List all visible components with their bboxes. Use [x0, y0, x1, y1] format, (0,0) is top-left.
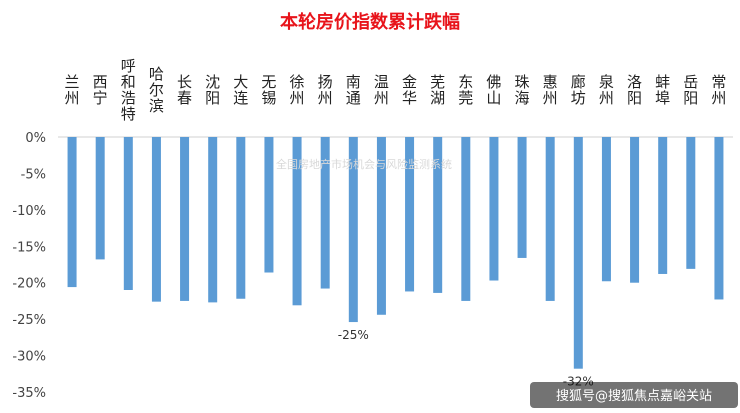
- category-label: 佛山: [486, 73, 501, 107]
- category-label: 洛阳: [627, 73, 642, 107]
- category-label: 沈阳: [205, 73, 220, 107]
- bar: [292, 137, 302, 306]
- category-label: 西宁: [93, 73, 108, 107]
- bar: [208, 137, 218, 303]
- bar: [545, 137, 555, 301]
- category-label: 廊坊: [571, 73, 586, 107]
- bar: [601, 137, 611, 282]
- footer-text: 搜狐号@搜狐焦点嘉峪关站: [556, 389, 712, 404]
- bar: [658, 137, 668, 274]
- y-tick-label: -15%: [12, 240, 46, 255]
- category-label: 兰州: [65, 73, 80, 107]
- watermark-text: 全国房地产市场机会与风险监测系统: [276, 157, 452, 171]
- bar: [236, 137, 246, 299]
- bar: [264, 137, 274, 273]
- category-label: 哈尔滨: [149, 65, 164, 115]
- y-axis-ticks: 0% -5% -10% -15% -20% -25% -30% -35%: [12, 131, 46, 401]
- bar: [433, 137, 443, 293]
- category-label: 无锡: [261, 73, 276, 107]
- bar: [686, 137, 696, 269]
- bar: [517, 137, 527, 258]
- data-labels: -25%-32%: [338, 328, 594, 389]
- category-label: 岳阳: [683, 73, 698, 107]
- bar: [573, 137, 583, 369]
- category-label: 珠海: [515, 73, 530, 107]
- footer-badge: 搜狐号@搜狐焦点嘉峪关站: [530, 382, 738, 408]
- bar: [95, 137, 105, 260]
- bar: [714, 137, 724, 300]
- y-tick-label: -20%: [12, 277, 46, 292]
- bar: [489, 137, 499, 281]
- category-label: 扬州: [318, 73, 333, 107]
- y-tick-label: -5%: [21, 167, 46, 182]
- category-label: 金华: [402, 73, 417, 107]
- bar: [320, 137, 330, 289]
- bar: [630, 137, 640, 283]
- bar: [376, 137, 386, 315]
- bar: [151, 137, 161, 302]
- footer-background: [530, 382, 738, 408]
- category-label: 东莞: [458, 73, 473, 107]
- category-label: 南通: [346, 73, 361, 107]
- bar: [123, 137, 133, 290]
- y-tick-label: -30%: [12, 350, 46, 365]
- category-label: 常州: [711, 73, 726, 107]
- bars: [67, 137, 724, 369]
- chart-title: 本轮房价指数累计跌幅: [280, 11, 460, 33]
- category-label: 徐州: [290, 73, 305, 107]
- y-tick-label: -35%: [12, 386, 46, 401]
- data-label: -25%: [338, 328, 369, 342]
- category-label: 芜湖: [430, 73, 445, 107]
- category-label: 长春: [177, 73, 192, 107]
- y-tick-label: -25%: [12, 313, 46, 328]
- y-tick-label: 0%: [25, 131, 46, 146]
- y-tick-label: -10%: [12, 204, 46, 219]
- category-labels: 兰州西宁呼和浩特哈尔滨长春沈阳大连无锡徐州扬州南通温州金华芜湖东莞佛山珠海惠州廊…: [65, 57, 727, 123]
- category-label: 惠州: [543, 73, 558, 107]
- bar: [348, 137, 358, 323]
- bar: [180, 137, 190, 301]
- bar: [67, 137, 77, 288]
- bar: [461, 137, 471, 301]
- category-label: 呼和浩特: [121, 57, 136, 123]
- category-label: 温州: [374, 73, 389, 107]
- category-label: 大连: [233, 73, 248, 107]
- bar: [405, 137, 415, 292]
- category-label: 蚌埠: [655, 73, 670, 107]
- category-label: 泉州: [599, 73, 614, 107]
